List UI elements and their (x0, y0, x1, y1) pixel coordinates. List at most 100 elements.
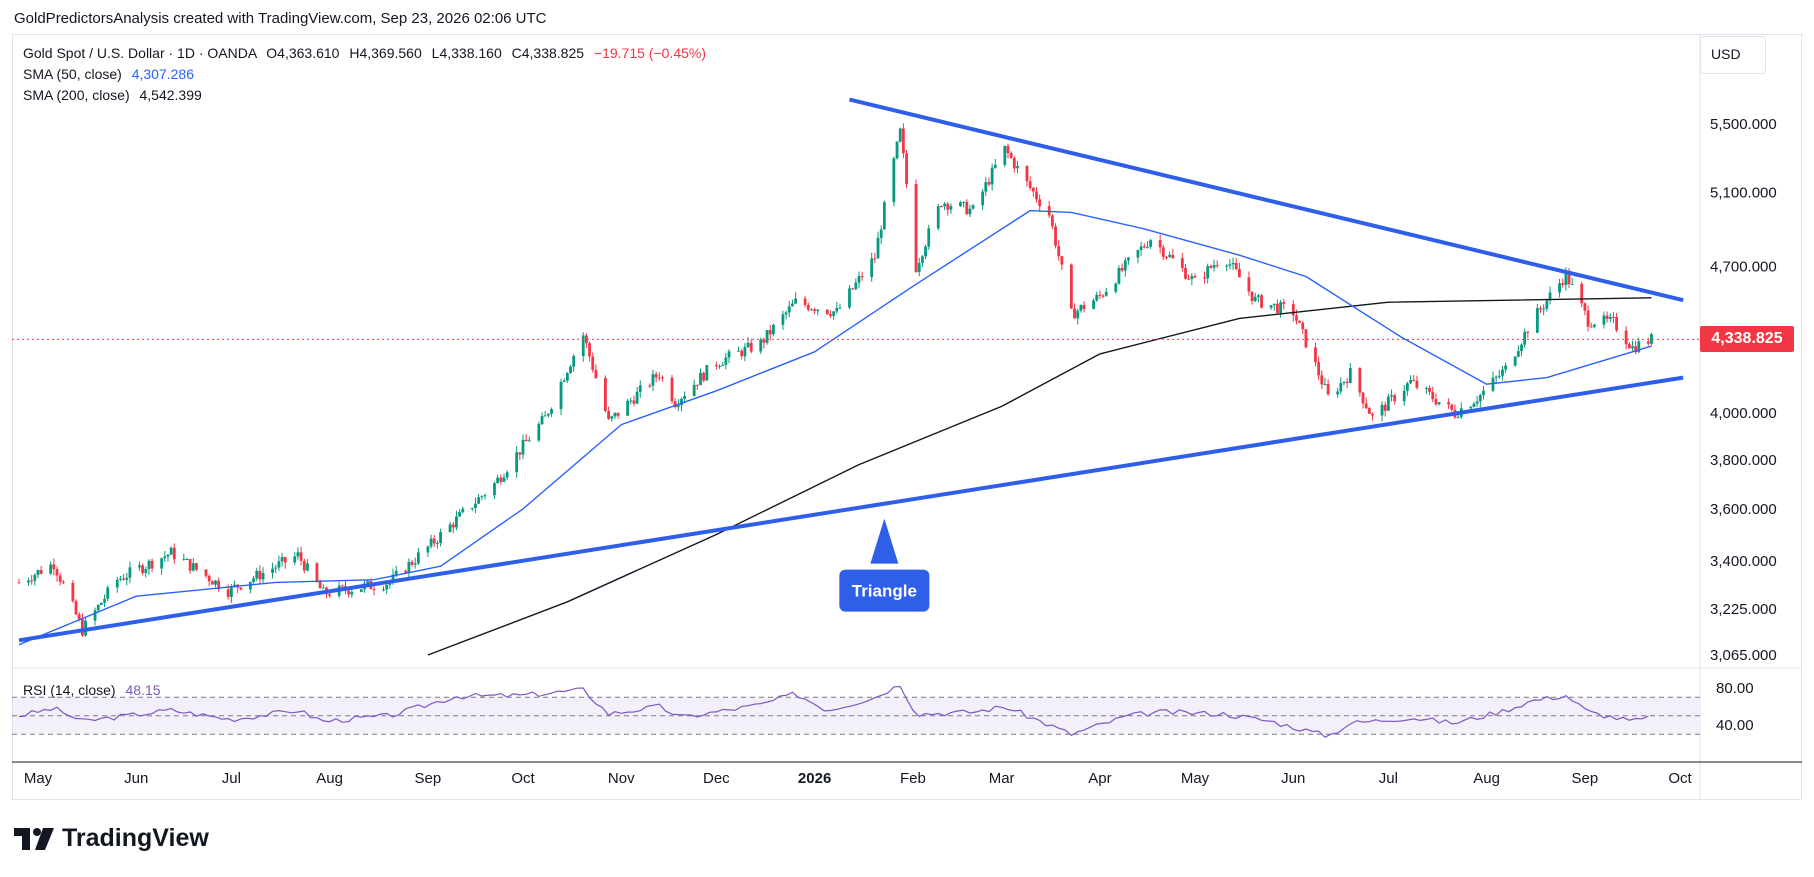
candle-body (474, 503, 477, 508)
candle-body (1358, 368, 1362, 393)
candle-body (493, 483, 496, 496)
candle (207, 574, 211, 587)
candle-body (432, 538, 436, 544)
candle-body (1317, 362, 1321, 376)
price-tick-label: 4,000.000 (1710, 405, 1777, 422)
candle (1548, 286, 1552, 305)
candle-body (1215, 265, 1219, 267)
candle-body (372, 589, 376, 591)
candle (1253, 292, 1257, 303)
candle (347, 589, 351, 598)
candle-body (455, 516, 458, 528)
candle (128, 561, 132, 584)
candle (1380, 401, 1384, 422)
candle-body (1228, 264, 1232, 266)
time-tick-label: 2026 (798, 770, 831, 787)
candle-body (214, 580, 217, 585)
candle (1101, 294, 1105, 299)
candle (1323, 377, 1327, 386)
candle (1079, 304, 1083, 313)
candle-body (439, 532, 442, 543)
tradingview-brand[interactable]: TradingView (14, 824, 209, 853)
candle-body (1260, 295, 1263, 308)
candle (39, 565, 43, 575)
candle-body (657, 377, 661, 379)
candle-body (1180, 258, 1184, 268)
candle (692, 379, 696, 397)
candle-body (394, 570, 398, 575)
candle-body (115, 579, 119, 588)
candle-body (803, 298, 807, 305)
sma200-line (427, 297, 1652, 656)
candle-body (77, 614, 81, 620)
candle (901, 123, 905, 159)
candle-body (1206, 266, 1210, 279)
candle (1431, 386, 1435, 403)
candle (255, 567, 259, 582)
candle (1171, 248, 1175, 259)
sma50-legend[interactable]: SMA (50, close) 4,307.286 (23, 65, 194, 83)
candle-body (1076, 310, 1080, 319)
candle-body (1456, 417, 1460, 419)
symbol-name[interactable]: Gold Spot / U.S. Dollar · 1D · OANDA (23, 45, 257, 61)
candle (515, 446, 519, 478)
rsi-legend[interactable]: RSI (14, close) 48.15 (23, 681, 161, 699)
currency-button[interactable]: USD (1700, 36, 1766, 74)
candle (1291, 300, 1295, 322)
candle-body (661, 377, 664, 379)
candle-body (527, 440, 531, 442)
candle (150, 558, 154, 573)
candle (1006, 143, 1010, 159)
candle-body (1380, 404, 1384, 416)
price-tick-label: 5,500.000 (1710, 116, 1777, 133)
candle-body (17, 582, 21, 584)
candle (1225, 264, 1229, 272)
candle-body (1114, 283, 1118, 292)
chart-panel[interactable] (12, 34, 1802, 800)
candle (607, 406, 610, 421)
candle-body (917, 263, 921, 272)
candle-body (1237, 269, 1241, 278)
candle (1405, 381, 1409, 396)
candle (1320, 370, 1324, 390)
candle (825, 309, 829, 316)
candle-body (258, 570, 262, 580)
candle-body (515, 452, 519, 473)
candle (1142, 243, 1146, 249)
candle (838, 303, 842, 309)
candle (791, 299, 794, 307)
candle-body (565, 373, 569, 381)
candle-body (990, 167, 994, 185)
candle (1060, 255, 1064, 270)
price-tick-label: 3,600.000 (1710, 501, 1777, 518)
candle (946, 202, 950, 216)
candle-body (981, 191, 985, 206)
candle-body (905, 153, 908, 185)
candle-body (987, 182, 991, 185)
candle-body (876, 237, 880, 259)
triangle-callout: Triangle (839, 518, 930, 612)
candle-body (616, 412, 620, 416)
candle-body (740, 350, 744, 357)
candle-body (838, 307, 842, 309)
candle-body (61, 581, 65, 583)
candle (1348, 363, 1352, 384)
time-tick-label: Aug (1473, 770, 1500, 787)
candle-body (1123, 260, 1127, 271)
candle (99, 602, 103, 606)
candle (61, 580, 65, 585)
candle (1475, 396, 1479, 407)
candle-body (1314, 347, 1317, 363)
candle (565, 372, 569, 383)
candle (1180, 252, 1184, 272)
candle (835, 301, 839, 314)
sma200-legend[interactable]: SMA (200, close) 4,542.399 (23, 86, 202, 104)
candle (71, 580, 75, 603)
candle-body (1434, 399, 1438, 405)
candle (1231, 257, 1235, 270)
candle-body (550, 409, 553, 414)
candle-body (252, 578, 255, 582)
candle-body (1345, 381, 1349, 383)
candle-body (1276, 303, 1279, 314)
